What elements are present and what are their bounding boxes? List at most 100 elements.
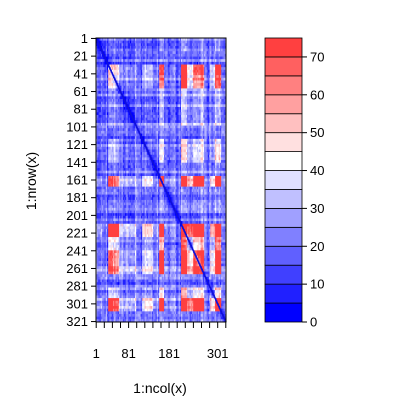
heatmap-cell bbox=[201, 51, 204, 55]
heatmap-cell bbox=[171, 85, 173, 89]
heatmap-cell bbox=[219, 53, 222, 57]
heatmap-cell bbox=[201, 59, 204, 63]
heatmap-cell bbox=[212, 38, 215, 42]
heatmap-cell bbox=[140, 83, 143, 87]
heatmap-cell bbox=[145, 61, 148, 65]
heatmap-cell bbox=[207, 59, 210, 63]
heatmap-cell bbox=[193, 59, 195, 63]
heatmap-cell bbox=[213, 75, 216, 79]
heatmap-cell bbox=[173, 64, 176, 68]
heatmap-cell bbox=[154, 85, 156, 89]
heatmap-cell bbox=[176, 72, 178, 76]
heatmap-cell bbox=[161, 85, 164, 89]
heatmap-cell bbox=[215, 45, 217, 50]
heatmap-cell bbox=[157, 53, 160, 57]
heatmap-cell bbox=[193, 77, 195, 81]
heatmap-cell bbox=[98, 64, 101, 68]
heatmap-cell bbox=[188, 56, 190, 60]
heatmap-cell bbox=[154, 59, 156, 63]
heatmap-cell bbox=[196, 80, 199, 84]
heatmap-cell bbox=[148, 45, 150, 50]
heatmap-cell bbox=[106, 80, 109, 84]
heatmap-cell bbox=[145, 77, 148, 81]
heatmap-cell bbox=[154, 67, 156, 71]
heatmap-cell bbox=[156, 85, 159, 89]
heatmap-cell bbox=[164, 61, 166, 65]
heatmap-cell bbox=[199, 80, 201, 84]
heatmap-cell bbox=[161, 83, 164, 87]
heatmap-cell bbox=[111, 85, 114, 89]
heatmap-cell bbox=[215, 83, 217, 87]
heatmap-cell bbox=[136, 69, 138, 73]
heatmap-cell bbox=[137, 83, 139, 87]
heatmap-cell bbox=[134, 48, 137, 52]
heatmap-cell bbox=[109, 83, 111, 87]
heatmap-cell bbox=[213, 77, 216, 81]
heatmap-cell bbox=[172, 75, 175, 79]
heatmap-cell bbox=[194, 83, 197, 87]
heatmap-cell bbox=[173, 77, 176, 81]
heatmap-cell bbox=[128, 48, 131, 52]
heatmap-cell bbox=[221, 40, 223, 44]
heatmap-cell bbox=[211, 59, 214, 63]
heatmap-cell bbox=[176, 48, 178, 52]
heatmap-cell bbox=[113, 67, 115, 71]
heatmap-cell bbox=[137, 64, 139, 68]
heatmap-cell bbox=[179, 43, 182, 47]
heatmap-cell bbox=[100, 38, 103, 42]
heatmap-cell bbox=[155, 88, 158, 92]
heatmap-cell bbox=[122, 45, 125, 50]
heatmap-cell bbox=[150, 59, 153, 63]
heatmap-cell bbox=[213, 72, 216, 76]
heatmap-cell bbox=[105, 45, 108, 50]
heatmap-cell bbox=[125, 75, 127, 79]
heatmap-cell bbox=[218, 48, 221, 52]
heatmap-cell bbox=[143, 59, 145, 63]
heatmap-cell bbox=[170, 75, 172, 79]
heatmap-cell bbox=[166, 56, 169, 60]
heatmap-cell bbox=[132, 43, 135, 47]
heatmap-cell bbox=[125, 61, 127, 65]
heatmap-cell bbox=[98, 83, 101, 87]
heatmap-cell bbox=[218, 75, 221, 79]
heatmap-cell bbox=[172, 77, 175, 81]
heatmap-cell bbox=[153, 43, 155, 47]
heatmap-cell bbox=[202, 64, 205, 68]
heatmap-cell bbox=[199, 61, 201, 65]
heatmap-cell bbox=[221, 61, 223, 65]
heatmap-cell bbox=[189, 43, 192, 47]
heatmap-cell bbox=[100, 45, 103, 50]
heatmap-cell bbox=[153, 77, 155, 81]
heatmap-cell bbox=[195, 80, 198, 84]
heatmap-cell bbox=[181, 69, 183, 73]
heatmap-cell bbox=[149, 56, 152, 60]
heatmap-cell bbox=[168, 67, 171, 71]
heatmap-cell bbox=[174, 61, 177, 65]
heatmap-cell bbox=[174, 85, 177, 89]
heatmap-cell bbox=[104, 80, 107, 84]
heatmap-cell bbox=[139, 88, 142, 92]
heatmap-cell bbox=[99, 77, 102, 81]
heatmap-cell bbox=[161, 51, 164, 55]
heatmap-cell bbox=[111, 83, 114, 87]
heatmap-cell bbox=[97, 53, 99, 57]
heatmap-cell bbox=[100, 85, 103, 89]
heatmap-cell bbox=[139, 45, 142, 50]
heatmap-cell bbox=[111, 43, 114, 47]
heatmap-cell bbox=[99, 48, 102, 52]
heatmap-cell bbox=[113, 61, 115, 65]
heatmap-cell bbox=[184, 67, 187, 71]
heatmap-cell bbox=[199, 64, 201, 68]
heatmap-cell bbox=[205, 45, 207, 50]
heatmap-cell bbox=[223, 61, 226, 65]
heatmap-cell bbox=[182, 67, 184, 71]
heatmap-cell bbox=[177, 40, 180, 44]
heatmap-cell bbox=[176, 67, 178, 71]
heatmap-cell bbox=[130, 56, 132, 60]
heatmap-cell bbox=[185, 61, 188, 65]
heatmap-cell bbox=[151, 48, 154, 52]
heatmap-cell bbox=[221, 53, 223, 57]
heatmap-cell bbox=[154, 53, 156, 57]
heatmap-cell bbox=[142, 83, 144, 87]
heatmap-cell bbox=[144, 61, 147, 65]
